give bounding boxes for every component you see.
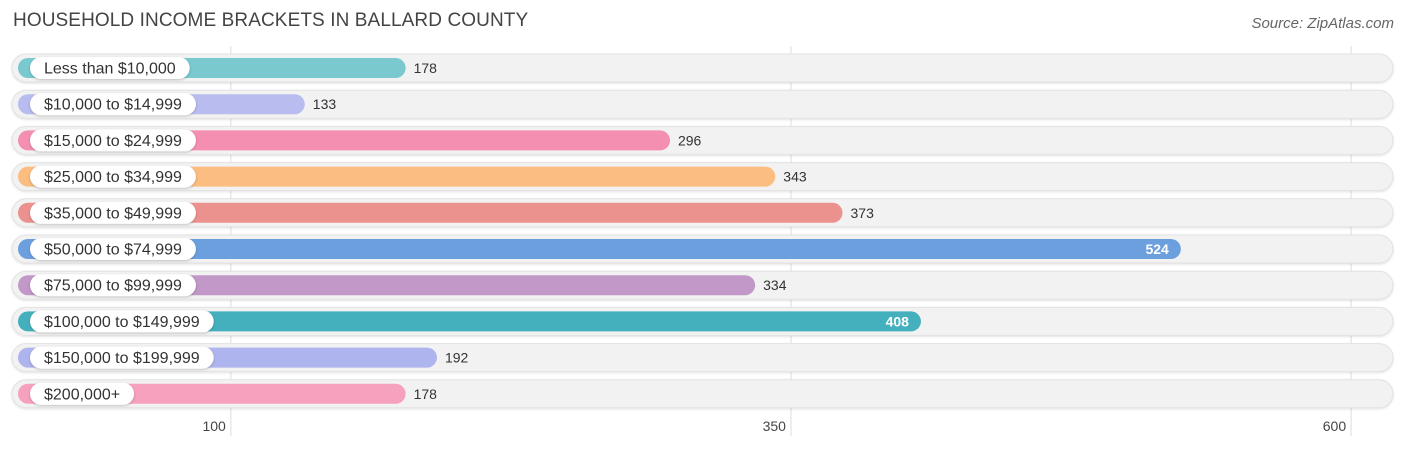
category-pill	[30, 93, 196, 116]
value-label: 178	[414, 60, 438, 76]
category-pill	[30, 201, 196, 224]
bar-row: $15,000 to $24,999 296	[11, 125, 1394, 155]
bar-row: $50,000 to $74,999 524	[11, 234, 1394, 264]
value-label: 373	[851, 205, 875, 221]
category-pill	[30, 382, 135, 405]
value-label: 178	[414, 386, 438, 402]
bar	[18, 275, 756, 296]
x-tick-label: 100	[202, 418, 226, 434]
category-label: $100,000 to $149,999	[44, 314, 200, 331]
value-label: 192	[445, 350, 469, 366]
bar-row: $75,000 to $99,999 334	[11, 270, 1394, 300]
source-note: Source: ZipAtlas.com	[1251, 15, 1394, 32]
bar-row: $35,000 to $49,999 373	[11, 198, 1394, 228]
category-pill	[30, 238, 196, 260]
bar	[18, 311, 921, 332]
bar	[18, 166, 776, 187]
bar-row: $150,000 to $199,999 192	[11, 343, 1394, 373]
category-label: $10,000 to $14,999	[44, 97, 182, 114]
value-label: 343	[783, 169, 807, 185]
value-label: 334	[763, 277, 787, 293]
bar-row: Less than $10,000 178	[11, 53, 1394, 83]
category-label: $150,000 to $199,999	[44, 350, 200, 367]
x-tick-label: 350	[763, 418, 787, 434]
category-label: $50,000 to $74,999	[44, 242, 182, 259]
x-tick-label: 600	[1323, 418, 1347, 434]
category-pill	[30, 165, 196, 188]
category-label: $200,000+	[44, 386, 120, 403]
value-label: 296	[678, 132, 702, 148]
category-label: Less than $10,000	[44, 61, 176, 78]
bar	[18, 239, 1181, 259]
bar-row: $10,000 to $14,999 133	[11, 89, 1394, 119]
bar-row: $200,000+ 178	[11, 379, 1394, 409]
bar-rows: Less than $10,000 178 $10,000 to $14,999 13…	[11, 53, 1394, 409]
category-pill	[30, 274, 196, 297]
value-label: 133	[313, 96, 337, 112]
category-pill	[30, 129, 196, 152]
category-pill	[30, 346, 214, 369]
value-label: 408	[886, 313, 910, 329]
bar	[18, 202, 843, 223]
category-label: $25,000 to $34,999	[44, 169, 182, 186]
bar-row: $25,000 to $34,999 343	[11, 162, 1394, 192]
bar-row: $100,000 to $149,999 408	[11, 306, 1394, 336]
category-pill	[30, 310, 214, 333]
value-label: 524	[1145, 241, 1169, 257]
category-label: $75,000 to $99,999	[44, 278, 182, 295]
category-pill	[30, 57, 190, 79]
bar-track	[11, 89, 1394, 119]
category-label: $35,000 to $49,999	[44, 205, 182, 222]
category-label: $15,000 to $24,999	[44, 133, 182, 150]
x-axis-ticks: 100 350 600	[202, 418, 1346, 434]
chart-title: HOUSEHOLD INCOME BRACKETS IN BALLARD COU…	[13, 10, 529, 31]
